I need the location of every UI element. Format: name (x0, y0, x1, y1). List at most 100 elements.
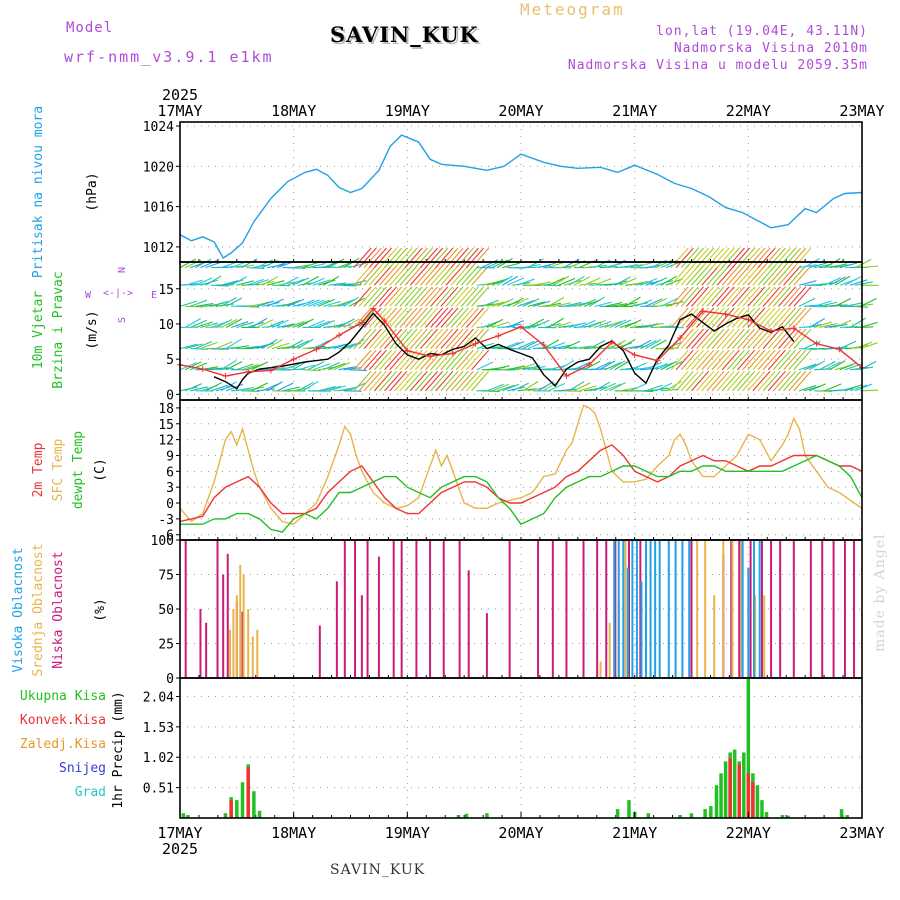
wind-gust-marker (677, 335, 684, 342)
precip-bar-ukupna-kisa (719, 773, 723, 818)
clouds-bar-niska-oblacnost (738, 540, 741, 678)
wind-barb (343, 367, 362, 371)
clouds-bar-niska-oblacnost (596, 540, 599, 678)
wind-barb (190, 386, 208, 392)
wind-barb (783, 370, 802, 392)
wind-barb (537, 381, 554, 392)
wind-barb (307, 361, 325, 371)
wind-barb (788, 349, 807, 371)
wind-barb (491, 259, 509, 269)
wind-barb (532, 281, 551, 286)
wind-barb (471, 247, 490, 268)
wind-gust-marker (472, 340, 479, 347)
wind-barb (614, 359, 631, 371)
wind-barb (399, 265, 418, 286)
wind-barb (548, 296, 565, 307)
wind-barb (819, 323, 838, 329)
wind-barb (855, 326, 874, 329)
clouds-bar-niska-oblacnost (770, 540, 773, 678)
wind-barb (435, 247, 454, 268)
wind-barb (328, 362, 346, 371)
wind-barb (563, 258, 580, 269)
wind-barb (660, 275, 677, 286)
clouds-bar-visoka-oblacnost (753, 540, 756, 678)
clouds-bar-visoka-oblacnost (741, 540, 744, 678)
wind-barb (318, 266, 337, 269)
wind-barb (363, 328, 382, 349)
wind-barb (855, 281, 873, 286)
wind-barb (338, 386, 357, 392)
wind-barb (742, 328, 761, 349)
y-tick-label: 1016 (143, 201, 174, 216)
wind-barb (788, 328, 807, 349)
wind-barb (599, 382, 616, 392)
wind-barb (225, 361, 243, 371)
wind-barb (594, 278, 612, 286)
wind-barb (236, 363, 254, 371)
wind-barb (185, 305, 204, 308)
wind-barb (757, 307, 776, 328)
temp-axis-title-0: 2m Temp (31, 442, 46, 497)
wind-barb (824, 258, 841, 269)
clouds-bar-niska-oblacnost (458, 540, 461, 678)
clouds-bar-niska-oblacnost (565, 540, 568, 678)
wind-barb (798, 385, 817, 392)
wind-barb (486, 383, 504, 392)
wind-barb (200, 341, 218, 350)
wind-barb (419, 307, 438, 328)
wind-barb (850, 305, 869, 308)
y-tick-label: 0 (166, 497, 174, 512)
precip-legend-3: Snijeg (59, 761, 106, 776)
wind-barb (629, 383, 647, 392)
wind-barb (665, 380, 682, 392)
wind-barb (757, 370, 776, 392)
wind-barbs (179, 247, 879, 393)
wind-barb (538, 283, 557, 286)
wind-barb (271, 342, 290, 350)
wind-barb (670, 265, 689, 286)
wind-barb (547, 317, 565, 328)
clouds-bar-srednja-oblacnost (235, 595, 238, 678)
wind-barb (517, 278, 535, 286)
wind-barb (486, 318, 504, 328)
wind-barb (527, 365, 546, 371)
year-label-top: 2025 (162, 86, 198, 104)
y-tick-label: 18 (158, 402, 174, 417)
wind-barb (440, 370, 459, 392)
wind-barb (430, 370, 449, 392)
wind-barb (302, 369, 321, 372)
wind-barb (409, 328, 428, 349)
wind-gust-marker (245, 368, 252, 375)
wind-barb (368, 247, 387, 268)
wind-barb (578, 319, 596, 328)
wind-barb (317, 319, 335, 328)
wind-barb (583, 321, 602, 329)
wind-barb (798, 264, 817, 269)
wind-barb (512, 297, 529, 307)
wind-barb (793, 307, 812, 328)
wind-barb (726, 307, 745, 328)
wind-barb (660, 388, 679, 392)
wind-barb (737, 247, 756, 268)
wind-barb (179, 300, 198, 307)
precip-bar-ukupna-kisa (456, 815, 461, 818)
wind-barb (757, 286, 776, 307)
wind-barb (609, 303, 628, 307)
wind-barb (752, 349, 771, 371)
y-tick-label: 5 (166, 353, 174, 368)
wind-barb (394, 247, 413, 268)
wind-barb (379, 265, 398, 286)
wind-barb (568, 302, 587, 307)
wind-barb (588, 296, 605, 307)
wind-barb (732, 265, 750, 286)
wind-barb (230, 275, 248, 286)
wind-barb (814, 321, 832, 329)
wind-barb (589, 368, 608, 371)
wind-barb (266, 381, 283, 392)
clouds-bar-niska-oblacnost (485, 613, 488, 678)
wind-barb (548, 277, 565, 286)
clouds-bar-niska-oblacnost (429, 540, 432, 678)
wind-barb (225, 318, 243, 328)
wind-barb (747, 286, 766, 307)
wind-barb (287, 298, 305, 307)
